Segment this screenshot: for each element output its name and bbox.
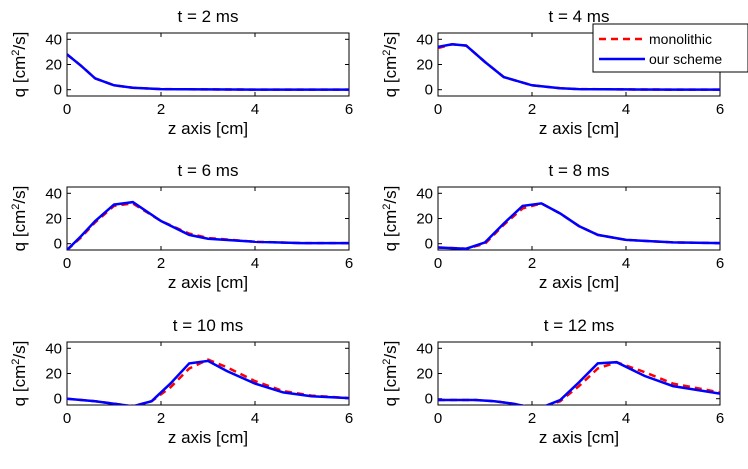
chart-6-ytick-label: 0	[425, 391, 433, 408]
chart-5-ylabel: q [cm2/s]	[10, 341, 29, 407]
chart-4-series-2-line	[438, 202, 720, 250]
chart-4-xtick-label: 4	[622, 255, 630, 272]
chart-4-xtick-label: 0	[434, 255, 442, 272]
chart-4-ytick-label: 0	[425, 236, 433, 253]
chart-3-ylabel: q [cm2/s]	[10, 186, 29, 252]
chart-1-xtick-label: 0	[63, 101, 71, 118]
chart-3-xtick-label: 0	[63, 255, 71, 272]
chart-2-legend-label: our scheme	[649, 51, 722, 67]
chart-5-xlabel: z axis [cm]	[168, 428, 248, 447]
chart-2-xtick-label: 6	[716, 101, 724, 118]
chart-6-ytick-label: 20	[416, 366, 433, 383]
chart-1-xtick-label: 6	[345, 101, 353, 118]
chart-2-title: t = 4 ms	[549, 7, 610, 26]
chart-6-xtick-label: 4	[622, 410, 630, 427]
chart-4-xlabel: z axis [cm]	[539, 273, 619, 292]
chart-1-xlabel: z axis [cm]	[168, 119, 248, 138]
chart-3-ytick-label: 20	[45, 211, 62, 228]
chart-2-xtick-label: 4	[622, 101, 630, 118]
chart-4-ytick-label: 20	[416, 211, 433, 228]
chart-1-axes-box	[66, 32, 350, 97]
chart-5-xtick-label: 6	[345, 410, 353, 427]
chart-3-ytick-label: 0	[54, 236, 62, 253]
chart-3-xtick-label: 4	[251, 255, 259, 272]
chart-5-ytick-label: 40	[45, 340, 62, 357]
chart-5-xtick-label: 0	[63, 410, 71, 427]
chart-1-ytick-label: 40	[45, 31, 62, 48]
chart-5-ytick-label: 0	[54, 391, 62, 408]
chart-2-legend-label: monolithic	[649, 31, 712, 47]
chart-3-ytick-label: 40	[45, 185, 62, 202]
chart-6-xtick-label: 0	[434, 410, 442, 427]
chart-2-xlabel: z axis [cm]	[539, 119, 619, 138]
chart-4-ytick-label: 40	[416, 185, 433, 202]
chart-6-axes-box	[437, 341, 721, 406]
chart-1-ytick-label: 20	[45, 57, 62, 74]
chart-1-xtick-label: 4	[251, 101, 259, 118]
chart-1-ytick-label: 0	[54, 82, 62, 99]
chart-2-ytick-label: 20	[416, 57, 433, 74]
chart-5-xtick-label: 2	[157, 410, 165, 427]
chart-5-xtick-label: 4	[251, 410, 259, 427]
chart-5-ytick-label: 20	[45, 366, 62, 383]
chart-3-series-2-line	[67, 200, 349, 250]
chart-2-ytick-label: 0	[425, 82, 433, 99]
chart-1-series-2-line	[67, 53, 349, 91]
chart-1-ylabel: q [cm2/s]	[10, 32, 29, 98]
chart-4-ylabel: q [cm2/s]	[381, 186, 400, 252]
chart-5-series-2-line	[67, 359, 349, 405]
chart-6-xtick-label: 6	[716, 410, 724, 427]
chart-2-xtick-label: 2	[528, 101, 536, 118]
chart-2-ylabel: q [cm2/s]	[381, 32, 400, 98]
chart-6-ylabel: q [cm2/s]	[381, 341, 400, 407]
chart-3-axes-box	[66, 186, 350, 251]
chart-5-title: t = 10 ms	[173, 316, 243, 335]
chart-4-xtick-label: 6	[716, 255, 724, 272]
chart-6-title: t = 12 ms	[544, 316, 614, 335]
chart-6-xlabel: z axis [cm]	[539, 428, 619, 447]
chart-4-axes-box	[437, 186, 721, 251]
chart-3-xlabel: z axis [cm]	[168, 273, 248, 292]
chart-3-xtick-label: 6	[345, 255, 353, 272]
chart-2-legend-box	[592, 23, 748, 73]
chart-2-series-2-line	[438, 43, 720, 91]
chart-6-ytick-label: 40	[416, 340, 433, 357]
chart-5-series-1-line	[67, 358, 349, 405]
chart-3-title: t = 6 ms	[178, 161, 239, 180]
chart-4-title: t = 8 ms	[549, 161, 610, 180]
chart-1-title: t = 2 ms	[178, 7, 239, 26]
chart-2-ytick-label: 40	[416, 31, 433, 48]
chart-3-xtick-label: 2	[157, 255, 165, 272]
chart-6-series-2-line	[438, 360, 720, 405]
chart-6-xtick-label: 2	[528, 410, 536, 427]
chart-4-xtick-label: 2	[528, 255, 536, 272]
chart-1-xtick-label: 2	[157, 101, 165, 118]
chart-2-xtick-label: 0	[434, 101, 442, 118]
